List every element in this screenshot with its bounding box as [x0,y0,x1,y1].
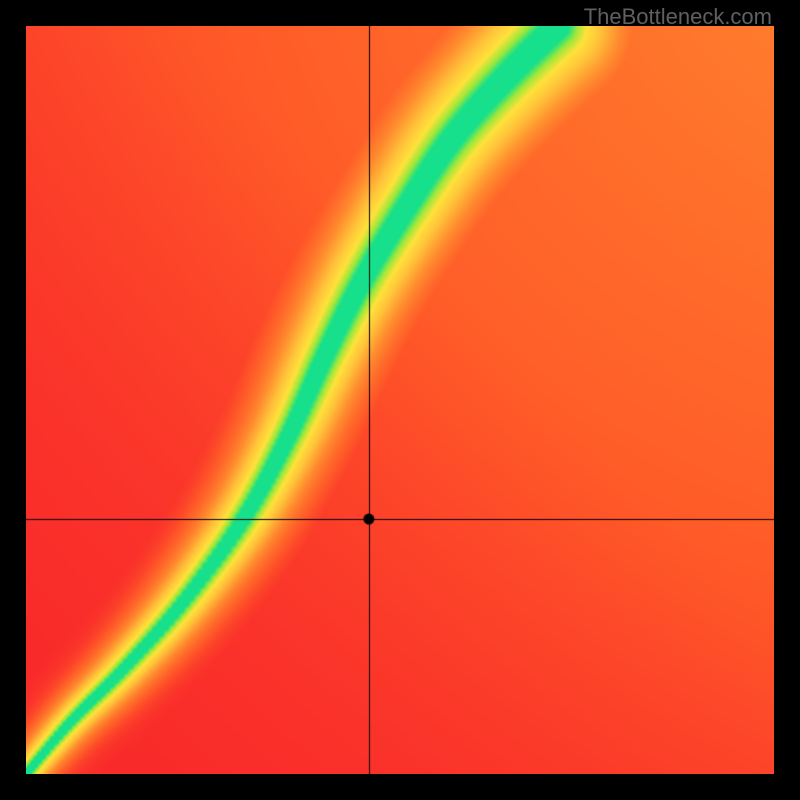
watermark-label: TheBottleneck.com [584,4,772,30]
chart-container: TheBottleneck.com [0,0,800,800]
heatmap-canvas [26,26,774,774]
